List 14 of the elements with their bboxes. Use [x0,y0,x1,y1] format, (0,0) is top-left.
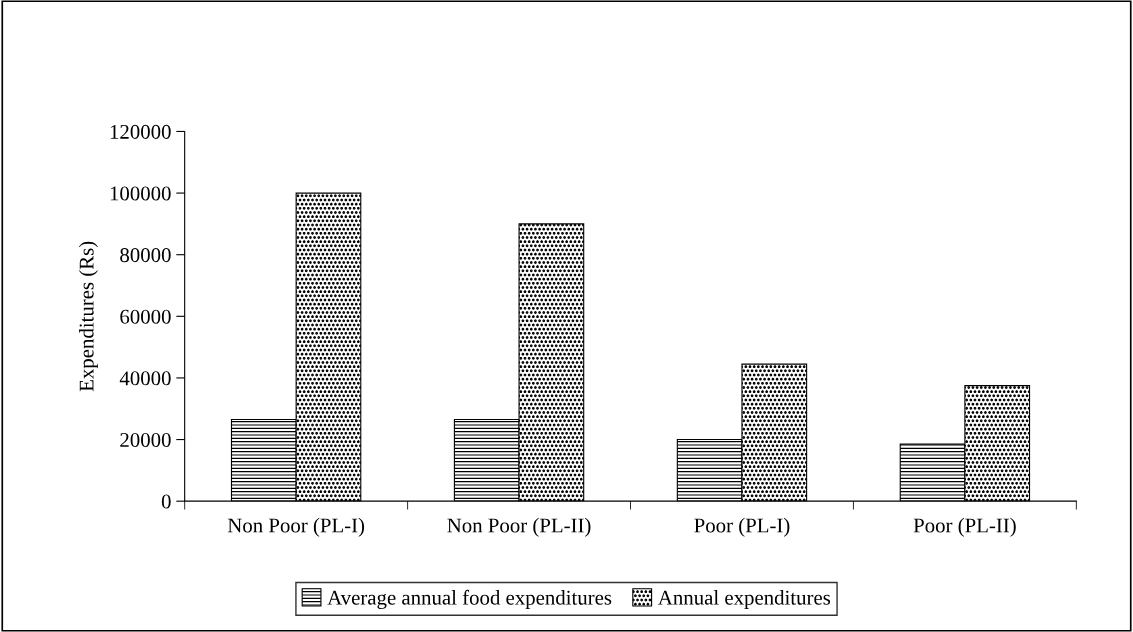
y-tick-label: 20000 [120,432,171,447]
x-tick-label: Non Poor (PL-I) [227,517,365,537]
y-tick-label: 60000 [120,309,171,324]
x-tick-label: Non Poor (PL-II) [447,517,591,537]
y-axis-title: Expenditures (Rs) [78,241,98,392]
legend-label: Annual expenditures [658,590,831,609]
x-tick-label: Poor (PL-II) [913,517,1016,537]
legend-label: Average annual food expenditures [327,589,612,610]
y-tick-label: 40000 [119,371,171,386]
x-tick-label: Poor (PL-I) [694,517,790,537]
y-tick-label: 0 [161,494,171,509]
y-tick-label: 80000 [120,248,171,263]
y-tick-label: 120000 [110,124,171,139]
y-tick-label: 100000 [110,186,171,201]
